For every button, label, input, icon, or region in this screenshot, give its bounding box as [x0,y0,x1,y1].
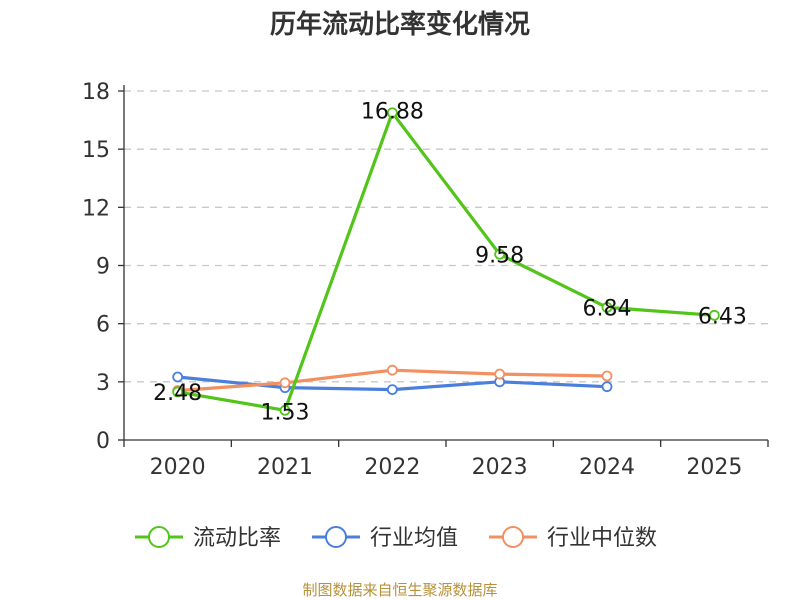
y-tick-label: 3 [96,371,110,396]
legend-label-1: 行业均值 [370,526,458,551]
data-point [494,248,506,260]
x-tick-label: 2023 [472,455,528,480]
x-tick-label: 2021 [257,455,313,480]
data-label: 1.53 [261,400,310,425]
data-label: 16.88 [361,100,424,125]
y-tick-label: 15 [82,138,110,163]
data-point [172,371,184,383]
x-tick-label: 2024 [579,455,635,480]
y-tick-label: 18 [82,80,110,105]
grid [124,90,768,383]
x-tick-label: 2025 [686,455,742,480]
data-point [172,386,184,398]
legend-label-0: 流动比率 [193,526,281,551]
data-point [601,381,613,393]
y-tick-label: 0 [96,429,110,454]
data-label: 6.43 [698,304,747,329]
axes: 0 3 6 9 12 15 18 2020 2021 2022 2023 2024 2025 [82,80,769,480]
data-point [279,377,291,389]
x-tick-label: 2020 [150,455,206,480]
data-point [386,364,398,376]
y-tick-label: 6 [96,313,110,338]
source-note: 制图数据来自恒生聚源数据库 [302,581,497,599]
chart-title: 历年流动比率变化情况 [270,9,530,40]
data-labels: 2.48 1.53 16.88 9.58 6.84 6.43 [153,100,747,426]
data-point [279,404,291,416]
data-label: 2.48 [153,381,202,406]
series-layer [172,107,720,416]
data-label: 6.84 [583,296,632,321]
legend-label-2: 行业中位数 [547,526,657,551]
data-point [386,384,398,395]
legend: 流动比率 行业均值 行业中位数 [135,526,657,551]
data-point [494,368,506,380]
legend-marker-0 [148,526,170,548]
y-tick-label: 9 [96,255,110,280]
legend-marker-2 [502,526,524,548]
x-tick-label: 2022 [364,455,420,480]
data-point [708,309,720,321]
y-tick-label: 12 [82,196,110,221]
data-point [601,301,613,313]
data-point [386,107,398,119]
legend-marker-1 [325,526,347,548]
series-line-0 [176,111,716,412]
data-point [601,370,613,382]
data-label: 9.58 [475,243,524,268]
